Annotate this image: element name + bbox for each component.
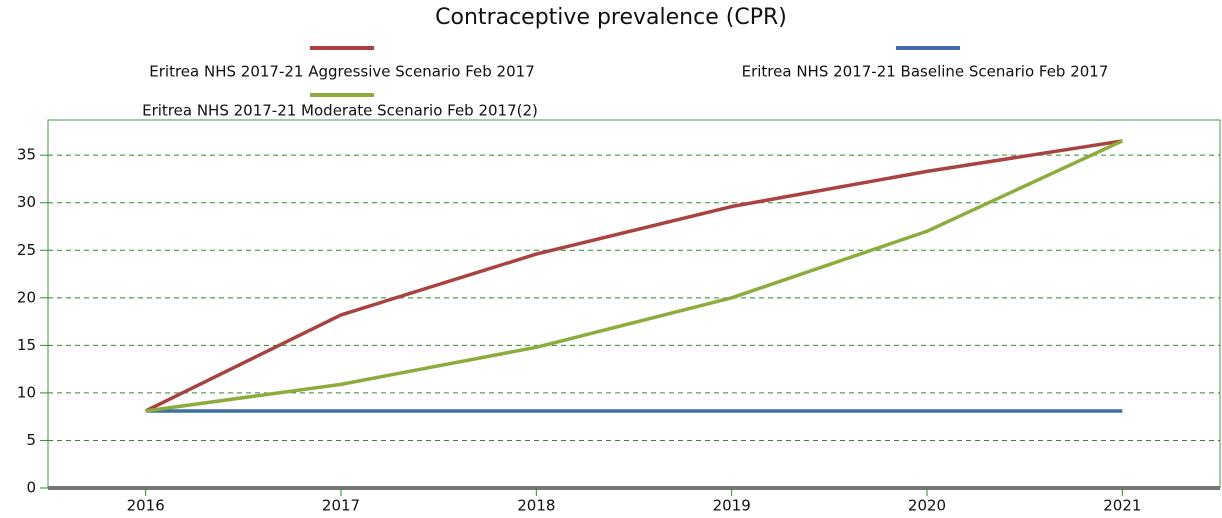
y-tick-label: 35 (17, 146, 36, 164)
y-tick-label: 10 (17, 383, 36, 401)
series-line (144, 139, 1123, 413)
x-tick-label: 2018 (517, 497, 555, 515)
y-tick-label: 15 (17, 336, 36, 354)
legend-label: Eritrea NHS 2017-21 Moderate Scenario Fe… (142, 102, 538, 120)
x-tick-label: 2016 (127, 497, 165, 515)
y-tick-label: 20 (17, 288, 36, 306)
y-tick-label: 30 (17, 193, 36, 211)
x-tick-label: 2020 (908, 497, 946, 515)
x-tick-label: 2017 (322, 497, 360, 515)
y-tick-label: 25 (17, 241, 36, 259)
x-tick-label: 2019 (713, 497, 751, 515)
chart-title: Contraceptive prevalence (CPR) (435, 5, 787, 30)
series-line (145, 139, 1124, 413)
x-tick-label: 2021 (1103, 497, 1141, 515)
y-tick-label: 5 (26, 431, 36, 449)
legend-label: Eritrea NHS 2017-21 Baseline Scenario Fe… (742, 63, 1109, 81)
legend-label: Eritrea NHS 2017-21 Aggressive Scenario … (149, 63, 534, 81)
y-tick-label: 0 (26, 479, 36, 497)
